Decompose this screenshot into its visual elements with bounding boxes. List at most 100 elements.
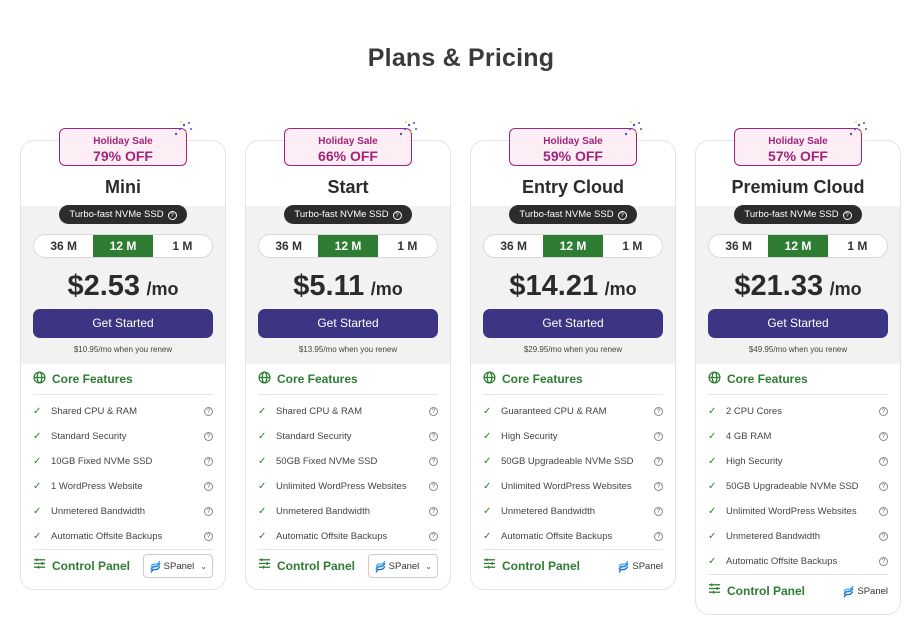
get-started-button[interactable]: Get Started <box>33 309 213 338</box>
check-icon: ✓ <box>708 556 717 567</box>
feature-label: Standard Security <box>51 431 127 442</box>
features-section: Core Features ✓ Shared CPU & RAM? ✓ Standard… <box>21 364 225 589</box>
question-icon[interactable]: ? <box>429 507 438 516</box>
price-amount: $21.33 <box>734 270 824 302</box>
control-panel-title: Control Panel <box>52 559 131 573</box>
plan-name: Premium Cloud <box>731 177 865 197</box>
question-icon[interactable]: ? <box>654 432 663 441</box>
plan-card: Holiday Sale 57% OFF Premium Cloud Turbo-fa… <box>695 121 901 615</box>
question-icon[interactable]: ? <box>654 532 663 541</box>
term-option-12m[interactable]: 12 M <box>93 235 153 257</box>
feature-item: ✓ Unmetered Bandwidth? <box>258 499 438 524</box>
renew-text: /mo when you renew <box>773 345 848 354</box>
check-icon: ✓ <box>33 506 42 517</box>
question-icon[interactable]: ? <box>879 557 888 566</box>
renew-note: $13.95/mo when you renew <box>258 345 438 354</box>
ssd-label: Turbo-fast NVMe SSD <box>69 209 164 220</box>
question-icon[interactable]: ? <box>879 482 888 491</box>
plan-card: Holiday Sale 66% OFF Start Turbo-fast NVMe … <box>245 121 451 590</box>
control-panel-title: Control Panel <box>277 559 356 573</box>
price-unit: /mo <box>146 279 179 299</box>
sale-label: Holiday Sale <box>93 136 153 147</box>
feature-item: ✓ Unlimited WordPress Websites? <box>483 474 663 499</box>
term-option-1m[interactable]: 1 M <box>847 239 868 253</box>
question-icon[interactable]: ? <box>204 507 213 516</box>
check-icon: ✓ <box>483 406 492 417</box>
sparkle-icon <box>397 120 419 138</box>
term-option-12m[interactable]: 12 M <box>768 235 828 257</box>
check-icon: ✓ <box>258 456 267 467</box>
question-icon[interactable]: ? <box>429 407 438 416</box>
feature-item: ✓ High Security? <box>483 424 663 449</box>
question-icon[interactable]: ? <box>204 482 213 491</box>
question-icon[interactable]: ? <box>654 507 663 516</box>
question-icon[interactable]: ? <box>204 432 213 441</box>
renew-price: $13.95 <box>298 345 324 354</box>
price-amount: $14.21 <box>509 270 599 302</box>
check-icon: ✓ <box>258 406 267 417</box>
term-option-1m[interactable]: 1 M <box>397 239 418 253</box>
get-started-button[interactable]: Get Started <box>708 309 888 338</box>
feature-item: ✓ Automatic Offsite Backups? <box>258 524 438 549</box>
question-icon[interactable]: ? <box>654 457 663 466</box>
question-icon[interactable]: ? <box>429 532 438 541</box>
plan-pricing-area: Turbo-fast NVMe SSD? 36 M 12 M 1 M $14.21 /m… <box>471 205 675 364</box>
question-icon[interactable]: ? <box>654 407 663 416</box>
question-icon[interactable]: ? <box>879 457 888 466</box>
term-option-36m[interactable]: 36 M <box>50 239 77 253</box>
question-icon[interactable]: ? <box>204 407 213 416</box>
ssd-pill[interactable]: Turbo-fast NVMe SSD? <box>284 205 412 224</box>
question-icon[interactable]: ? <box>204 457 213 466</box>
holiday-sale-badge: Holiday Sale 66% OFF <box>284 121 417 166</box>
sparkle-icon <box>622 120 644 138</box>
feature-item: ✓ High Security? <box>708 449 888 474</box>
ssd-pill[interactable]: Turbo-fast NVMe SSD? <box>59 205 187 224</box>
question-icon[interactable]: ? <box>429 482 438 491</box>
spanel-logo-icon <box>374 560 386 573</box>
question-icon[interactable]: ? <box>879 432 888 441</box>
check-icon: ✓ <box>33 406 42 417</box>
plan-pricing-area: Turbo-fast NVMe SSD? 36 M 12 M 1 M $2.53 /mo… <box>21 205 225 364</box>
ssd-pill[interactable]: Turbo-fast NVMe SSD? <box>509 205 637 224</box>
check-icon: ✓ <box>258 531 267 542</box>
control-panel-title: Control Panel <box>502 559 581 573</box>
renew-note: $10.95/mo when you renew <box>33 345 213 354</box>
question-icon[interactable]: ? <box>879 532 888 541</box>
term-toggle: 36 M 12 M 1 M <box>258 234 438 258</box>
question-icon[interactable]: ? <box>429 432 438 441</box>
get-started-button[interactable]: Get Started <box>483 309 663 338</box>
question-icon: ? <box>842 211 852 220</box>
feature-item: ✓ 1 WordPress Website? <box>33 474 213 499</box>
control-panel-select[interactable]: SPanel ⌄ <box>142 554 213 578</box>
renew-note: $49.95/mo when you renew <box>708 345 888 354</box>
spanel-logo-icon <box>617 560 629 573</box>
price-amount: $2.53 <box>67 270 141 302</box>
question-icon[interactable]: ? <box>879 507 888 516</box>
term-option-1m[interactable]: 1 M <box>172 239 193 253</box>
feature-label: Automatic Offsite Backups <box>51 531 163 542</box>
control-panel-select[interactable]: SPanel ⌄ <box>367 554 438 578</box>
question-icon[interactable]: ? <box>654 482 663 491</box>
feature-item: ✓ 50GB Upgradeable NVMe SSD? <box>708 474 888 499</box>
term-option-12m[interactable]: 12 M <box>318 235 378 257</box>
term-option-36m[interactable]: 36 M <box>725 239 752 253</box>
ssd-pill[interactable]: Turbo-fast NVMe SSD? <box>734 205 862 224</box>
feature-label: Automatic Offsite Backups <box>726 556 838 567</box>
term-option-1m[interactable]: 1 M <box>622 239 643 253</box>
term-option-36m[interactable]: 36 M <box>275 239 302 253</box>
feature-item: ✓ 4 GB RAM? <box>708 424 888 449</box>
ssd-label: Turbo-fast NVMe SSD <box>744 209 839 220</box>
question-icon[interactable]: ? <box>879 407 888 416</box>
term-option-12m[interactable]: 12 M <box>543 235 603 257</box>
price-amount: $5.11 <box>293 270 365 302</box>
check-icon: ✓ <box>483 481 492 492</box>
question-icon[interactable]: ? <box>204 532 213 541</box>
question-icon[interactable]: ? <box>429 457 438 466</box>
control-panel-value: SPanel <box>163 560 195 572</box>
feature-list: ✓ Guaranteed CPU & RAM? ✓ High Security? ✓ 50… <box>483 395 663 549</box>
core-features-header: Core Features <box>708 364 888 395</box>
get-started-button[interactable]: Get Started <box>258 309 438 338</box>
check-icon: ✓ <box>33 531 42 542</box>
term-option-36m[interactable]: 36 M <box>500 239 527 253</box>
feature-label: High Security <box>726 456 783 467</box>
